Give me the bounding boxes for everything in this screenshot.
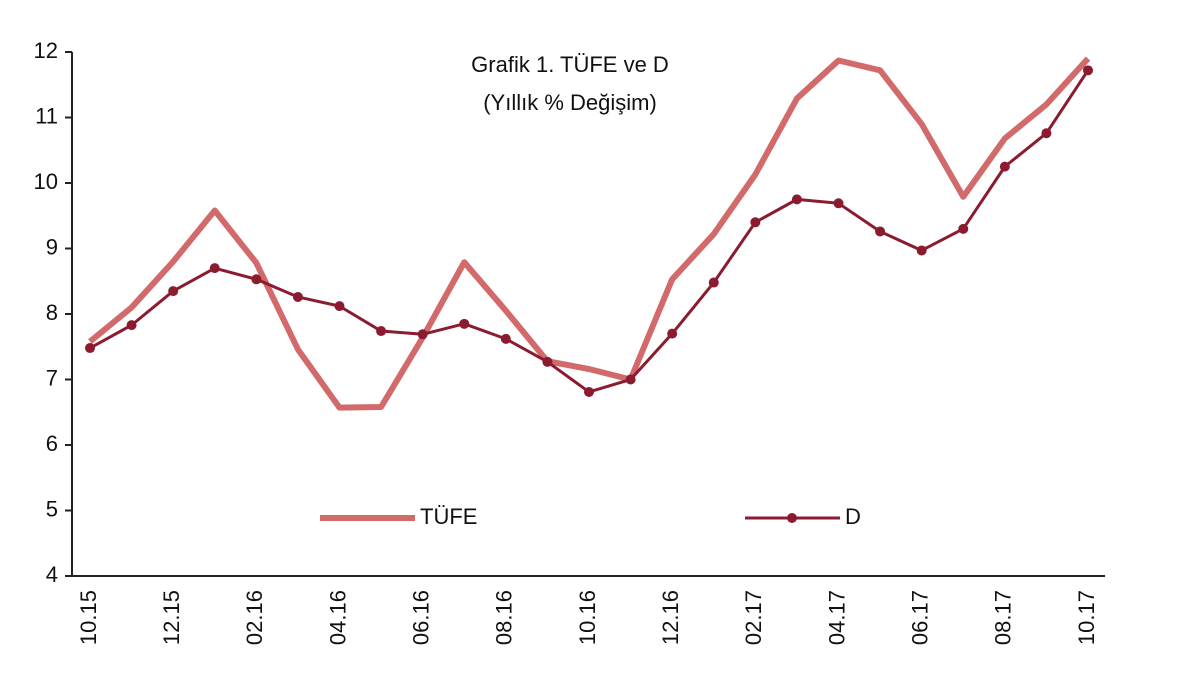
data-point: [292, 291, 303, 302]
data-point: [667, 328, 678, 339]
y-tick-label: 5: [46, 496, 58, 521]
data-point: [1041, 128, 1052, 139]
legend-label: TÜFE: [420, 504, 477, 529]
series-line: [89, 69, 1090, 394]
x-tick-label: 12.15: [159, 590, 184, 645]
data-point: [916, 245, 927, 256]
x-tick-label: 02.16: [242, 590, 267, 645]
data-point: [791, 194, 802, 205]
data-point: [958, 223, 969, 234]
data-point: [209, 263, 220, 274]
y-tick-label: 8: [46, 300, 58, 325]
data-point: [833, 198, 844, 209]
x-tick-label: 10.15: [76, 590, 101, 645]
data-point: [417, 329, 428, 340]
y-tick-label: 10: [34, 169, 58, 194]
y-tick-label: 11: [35, 103, 58, 128]
data-point: [625, 374, 636, 385]
x-tick-label: 08.17: [991, 590, 1016, 645]
y-tick-label: 7: [46, 365, 58, 390]
data-point: [750, 217, 761, 228]
data-point: [459, 318, 470, 329]
x-tick-label: 06.17: [907, 590, 932, 645]
y-tick-label: 4: [46, 562, 58, 587]
data-point: [875, 226, 886, 237]
data-point: [1083, 65, 1093, 76]
x-tick-label: 04.17: [824, 590, 849, 645]
legend-label: D: [845, 504, 861, 529]
x-tick-label: 12.16: [658, 590, 683, 645]
x-tick-label: 04.16: [325, 590, 350, 645]
data-point: [85, 343, 95, 354]
data-point: [500, 333, 511, 344]
data-point: [168, 286, 179, 297]
chart-title: Grafik 1. TÜFE ve D: [471, 52, 669, 77]
data-point: [542, 356, 553, 367]
data-point: [251, 274, 262, 285]
data-point: [584, 386, 594, 397]
data-point: [126, 320, 137, 331]
y-tick-label: 9: [46, 234, 58, 259]
chart-subtitle: (Yıllık % Değişim): [483, 90, 657, 115]
data-point: [708, 277, 719, 288]
x-tick-label: 10.16: [575, 590, 600, 645]
x-tick-label: 08.16: [492, 590, 517, 645]
y-tick-label: 6: [46, 431, 58, 456]
x-tick-label: 10.17: [1074, 590, 1099, 645]
data-point: [376, 326, 387, 337]
data-point: [334, 301, 345, 312]
legend-marker: [787, 513, 797, 523]
data-point: [999, 161, 1010, 172]
series-line: [88, 56, 1091, 411]
x-tick-label: 02.17: [741, 590, 766, 645]
x-tick-label: 06.16: [408, 590, 433, 645]
y-tick-label: 12: [34, 38, 58, 63]
